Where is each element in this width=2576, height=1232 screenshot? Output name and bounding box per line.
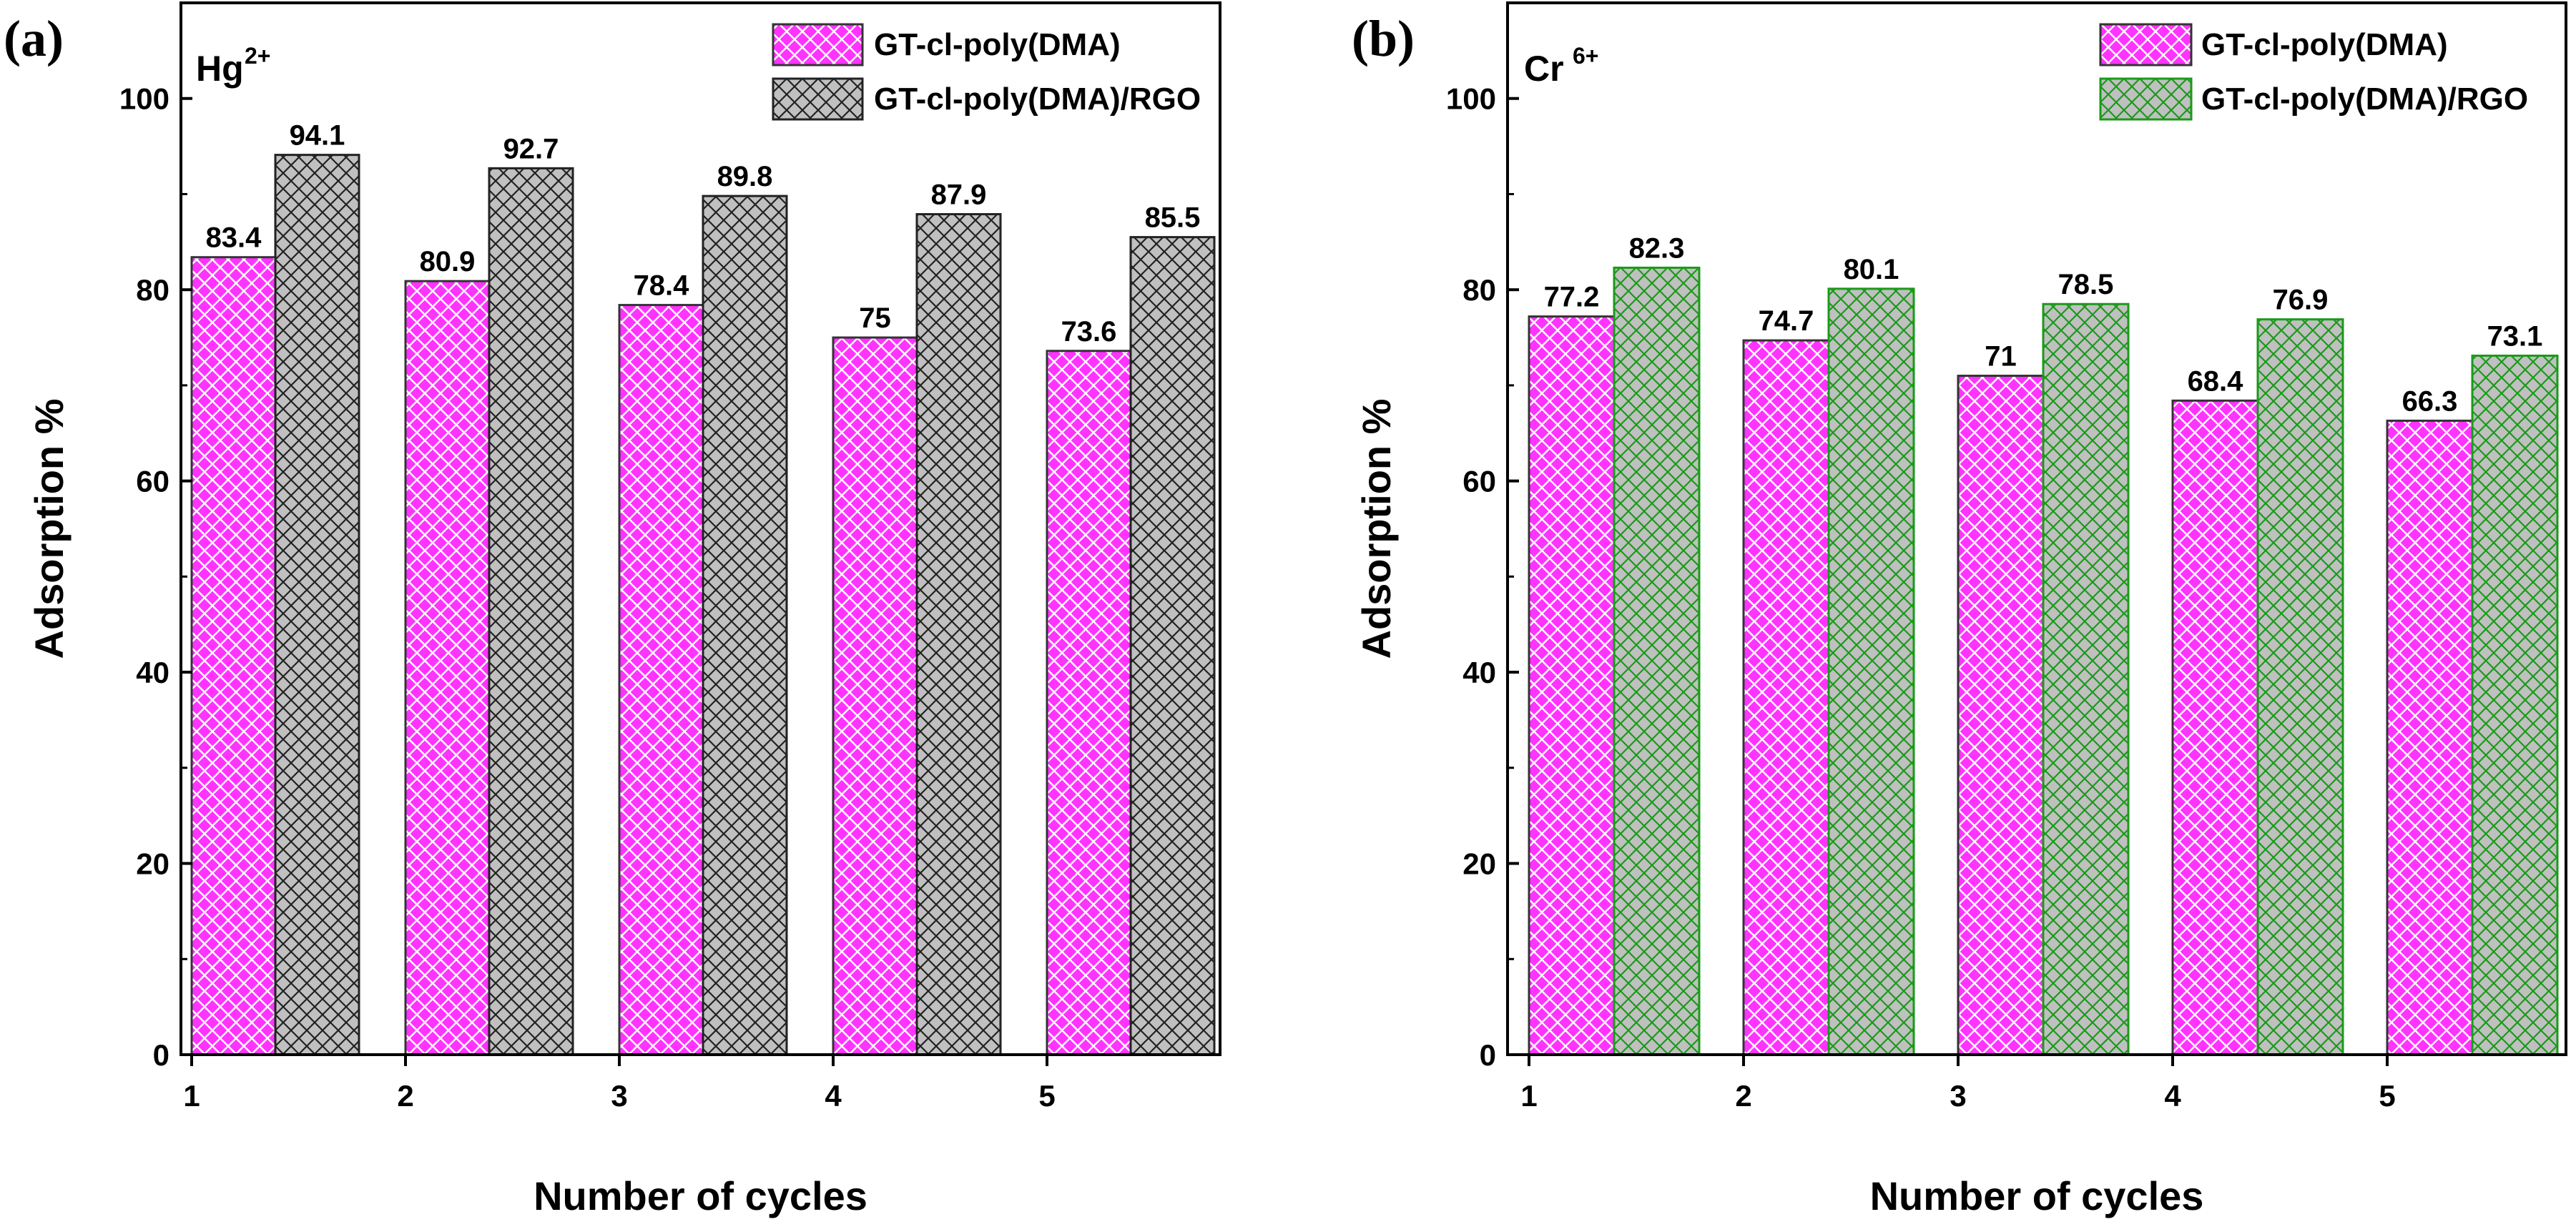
legend-label-gt-cl-poly-dma-rgo: GT-cl-poly(DMA)/RGO	[874, 82, 1201, 117]
data-label-gt-cl-poly-dma-cycle-5: 66.3	[2402, 385, 2458, 417]
bar-gt-cl-poly-dma-cycle-4	[832, 336, 918, 1056]
legend-swatch-gt-cl-poly-dma-rgo	[2099, 77, 2193, 121]
y-tick-label-0: 0	[1480, 1038, 1496, 1072]
panel-label: (a)	[4, 10, 64, 67]
data-label-gt-cl-poly-dma-rgo-cycle-2: 92.7	[503, 133, 559, 164]
chart-panel-2: 77.2 82.3 74.7 80.1 71 78.5 68.4 76.9 66.3 73.1 0 2…	[1352, 1, 2567, 1218]
x-tick-label-1: 1	[183, 1079, 200, 1113]
bar-gt-cl-poly-dma-cycle-1	[190, 256, 277, 1056]
ion-charge-label: 2+	[245, 43, 270, 69]
bar-gt-cl-poly-dma-rgo-cycle-4	[915, 213, 1002, 1056]
plot-frame	[1506, 1, 2567, 1056]
data-label-gt-cl-poly-dma-cycle-1: 83.4	[206, 222, 262, 254]
data-label-gt-cl-poly-dma-rgo-cycle-4: 87.9	[931, 179, 987, 211]
legend-swatch-gt-cl-poly-dma-rgo	[772, 77, 864, 121]
y-tick-label-40: 40	[1462, 656, 1496, 689]
x-tick-label-4: 4	[825, 1079, 842, 1113]
legend-label-gt-cl-poly-dma: GT-cl-poly(DMA)	[874, 27, 1121, 62]
legend-label-gt-cl-poly-dma: GT-cl-poly(DMA)	[2201, 27, 2448, 62]
x-tick-label-2: 2	[397, 1079, 413, 1113]
y-tick-label-80: 80	[136, 273, 169, 307]
y-tick-label-20: 20	[1462, 847, 1496, 881]
y-axis-label: Adsorption %	[1354, 399, 1399, 659]
x-tick-label-5: 5	[2379, 1079, 2395, 1113]
data-label-gt-cl-poly-dma-cycle-4: 75	[859, 302, 891, 334]
y-tick-label-80: 80	[1462, 273, 1496, 307]
x-tick-label-3: 3	[1950, 1079, 1966, 1113]
legend-label-gt-cl-poly-dma-rgo: GT-cl-poly(DMA)/RGO	[2201, 82, 2528, 117]
data-label-gt-cl-poly-dma-cycle-3: 78.4	[634, 270, 690, 302]
bar-gt-cl-poly-dma-cycle-3	[1957, 375, 2045, 1056]
x-tick-label-5: 5	[1038, 1079, 1055, 1113]
data-label-gt-cl-poly-dma-cycle-1: 77.2	[1544, 282, 1600, 313]
legend: GT-cl-poly(DMA) GT-cl-poly(DMA)/RGO	[2099, 23, 2528, 121]
bar-gt-cl-poly-dma-rgo-cycle-5	[2471, 354, 2559, 1056]
bar-gt-cl-poly-dma-rgo-cycle-1	[1613, 266, 1701, 1056]
bar-gt-cl-poly-dma-rgo-cycle-5	[1129, 236, 1216, 1056]
y-tick-label-20: 20	[136, 847, 169, 881]
bar-gt-cl-poly-dma-cycle-5	[2386, 419, 2474, 1056]
data-label-gt-cl-poly-dma-rgo-cycle-4: 76.9	[2273, 285, 2329, 316]
y-axis-label: Adsorption %	[26, 399, 72, 659]
y-tick-label-40: 40	[136, 656, 169, 689]
data-label-gt-cl-poly-dma-rgo-cycle-1: 94.1	[290, 120, 345, 152]
data-label-gt-cl-poly-dma-cycle-3: 71	[1985, 341, 2017, 373]
y-tick-label-60: 60	[136, 465, 169, 498]
data-label-gt-cl-poly-dma-rgo-cycle-3: 78.5	[2058, 269, 2114, 300]
data-label-gt-cl-poly-dma-rgo-cycle-2: 80.1	[1844, 254, 1899, 285]
bar-gt-cl-poly-dma-cycle-3	[618, 304, 704, 1056]
bar-gt-cl-poly-dma-rgo-cycle-4	[2256, 318, 2344, 1056]
plot-frame	[180, 1, 1221, 1056]
bar-gt-cl-poly-dma-rgo-cycle-3	[2042, 302, 2130, 1056]
y-tick-label-0: 0	[153, 1038, 169, 1072]
chart-panel-1: 83.4 94.1 80.9 92.7 78.4 89.8 75 87.9 73.6 85.5 0 2…	[4, 1, 1221, 1218]
bar-gt-cl-poly-dma-cycle-2	[1742, 339, 1830, 1056]
bar-gt-cl-poly-dma-cycle-5	[1046, 350, 1132, 1056]
bar-gt-cl-poly-dma-rgo-cycle-3	[702, 194, 788, 1056]
data-label-gt-cl-poly-dma-cycle-2: 80.9	[420, 246, 476, 277]
ion-label: Cr	[1524, 49, 1564, 89]
y-tick-label-100: 100	[119, 82, 169, 116]
ion-label: Hg	[196, 49, 244, 89]
x-tick-label-1: 1	[1520, 1079, 1537, 1113]
panel-label: (b)	[1352, 10, 1415, 67]
y-tick-label-100: 100	[1446, 82, 1496, 116]
y-tick-label-60: 60	[1462, 465, 1496, 498]
x-axis-label: Number of cycles	[534, 1173, 867, 1218]
bar-gt-cl-poly-dma-cycle-2	[404, 280, 491, 1056]
data-label-gt-cl-poly-dma-rgo-cycle-1: 82.3	[1629, 232, 1685, 264]
bar-gt-cl-poly-dma-rgo-cycle-1	[274, 154, 360, 1056]
bar-gt-cl-poly-dma-cycle-1	[1528, 315, 1616, 1056]
data-label-gt-cl-poly-dma-rgo-cycle-5: 85.5	[1145, 202, 1201, 234]
data-label-gt-cl-poly-dma-rgo-cycle-5: 73.1	[2487, 320, 2543, 352]
legend-swatch-gt-cl-poly-dma	[772, 23, 864, 66]
bar-gt-cl-poly-dma-rgo-cycle-2	[1827, 287, 1915, 1056]
ion-charge-label: 6+	[1573, 43, 1598, 69]
bar-gt-cl-poly-dma-cycle-4	[2171, 399, 2259, 1056]
data-label-gt-cl-poly-dma-cycle-4: 68.4	[2188, 365, 2244, 397]
data-label-gt-cl-poly-dma-cycle-2: 74.7	[1759, 305, 1814, 337]
x-axis-label: Number of cycles	[1870, 1173, 2204, 1218]
bar-gt-cl-poly-dma-rgo-cycle-2	[488, 167, 574, 1056]
x-tick-label-4: 4	[2164, 1079, 2181, 1113]
legend-swatch-gt-cl-poly-dma	[2099, 23, 2193, 66]
x-tick-label-3: 3	[611, 1079, 627, 1113]
data-label-gt-cl-poly-dma-cycle-5: 73.6	[1061, 316, 1117, 348]
x-tick-label-2: 2	[1735, 1079, 1751, 1113]
legend: GT-cl-poly(DMA) GT-cl-poly(DMA)/RGO	[772, 23, 1201, 121]
data-label-gt-cl-poly-dma-rgo-cycle-3: 89.8	[717, 161, 773, 192]
